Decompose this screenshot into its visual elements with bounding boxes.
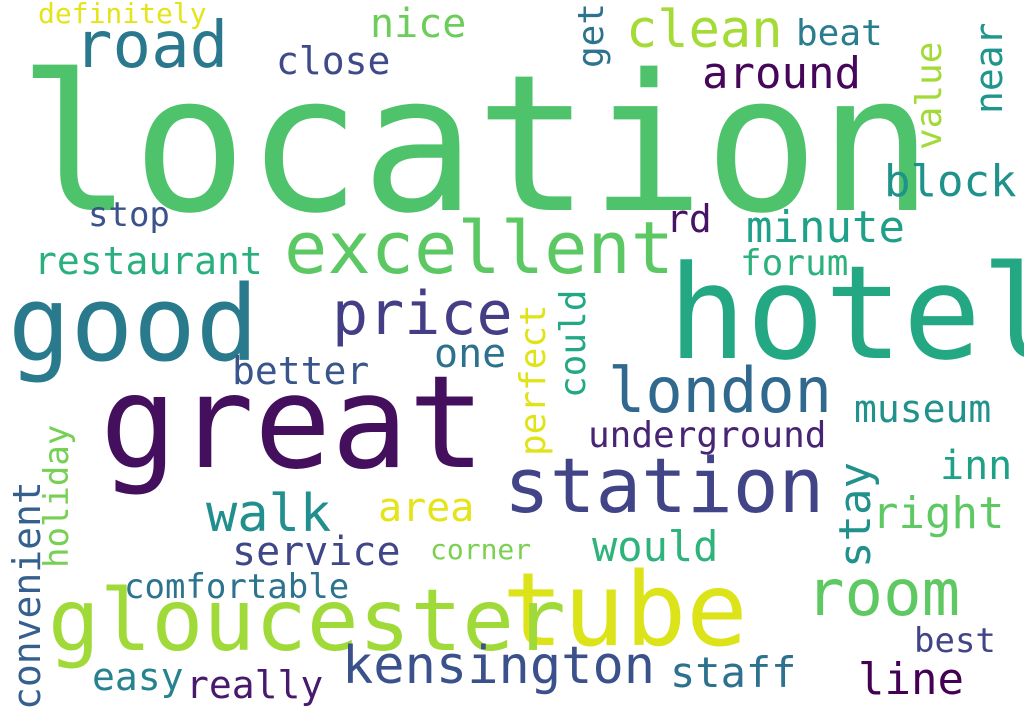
word-restaurant: restaurant	[34, 239, 263, 283]
word-near: near	[967, 22, 1011, 114]
word-good: good	[8, 263, 259, 385]
word-area: area	[378, 485, 475, 531]
word-gloucester: gloucester	[48, 571, 566, 671]
word-road: road	[74, 9, 229, 83]
word-hotel: hotel	[668, 237, 1024, 389]
word-walk: walk	[206, 484, 332, 544]
word-value: value	[909, 41, 950, 150]
word-clean: clean	[626, 0, 783, 60]
word-would: would	[592, 522, 719, 571]
word-london: london	[608, 354, 832, 427]
word-service: service	[232, 529, 401, 575]
word-station: station	[504, 441, 825, 530]
word-room: room	[806, 557, 961, 631]
word-easy: easy	[92, 655, 184, 699]
word-museum: museum	[854, 387, 992, 431]
word-excellent: excellent	[284, 206, 675, 290]
word-one: one	[434, 331, 507, 377]
word-line: line	[858, 654, 964, 705]
word-price: price	[332, 279, 513, 349]
word-right: right	[872, 488, 1005, 539]
word-nice: nice	[370, 1, 467, 47]
word-perfect: perfect	[513, 304, 554, 456]
word-great: great	[100, 349, 486, 498]
word-staff: staff	[670, 648, 797, 697]
word-tube: tube	[502, 551, 748, 670]
word-block: block	[884, 156, 1017, 207]
word-minute: minute	[746, 202, 905, 253]
word-kensington: kensington	[342, 636, 656, 696]
word-inn: inn	[940, 443, 1013, 489]
word-location: location	[18, 34, 934, 255]
word-convenient: convenient	[5, 481, 49, 710]
word-forum: forum	[740, 243, 849, 284]
word-around: around	[702, 48, 861, 99]
word-best: best	[914, 621, 996, 661]
word-stop: stop	[88, 195, 170, 235]
word-definitely: definitely	[38, 0, 207, 30]
word-corner: corner	[430, 533, 532, 566]
word-close: close	[276, 39, 391, 83]
word-could: could	[553, 289, 594, 398]
word-underground: underground	[588, 415, 827, 456]
word-rd: rd	[666, 197, 712, 241]
word-really: really	[186, 663, 324, 707]
word-better: better	[232, 349, 370, 393]
word-get: get	[571, 2, 612, 68]
word-beat: beat	[796, 13, 883, 54]
word-comfortable: comfortable	[124, 567, 350, 607]
